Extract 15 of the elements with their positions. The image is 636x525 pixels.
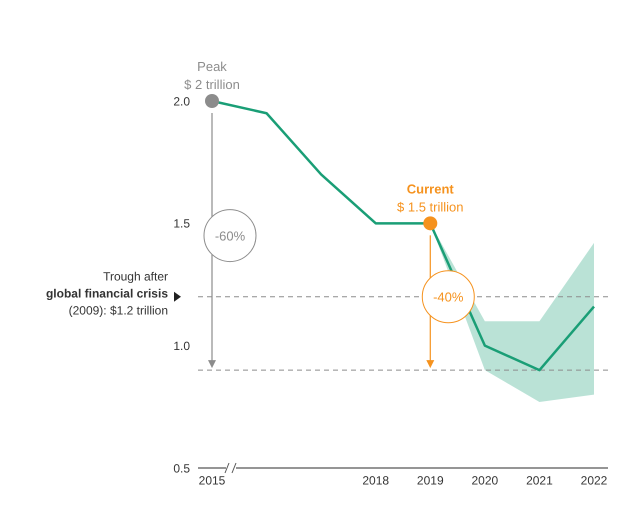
- x-tick-label: 2015: [198, 474, 226, 488]
- ref-line-label: Trough after global financial crisis (2009): $1.2 trillion: [46, 270, 168, 318]
- x-tick-label: 2022: [580, 474, 608, 488]
- annotation: -40%: [433, 290, 464, 305]
- annotation: -60%: [214, 228, 246, 244]
- x-tick-label: 2018: [362, 474, 390, 488]
- annotation: Current $ 1.5 trillion: [397, 181, 464, 214]
- annotation: Peak $ 2 trillion: [184, 59, 240, 92]
- x-tick-label: 2019: [416, 474, 444, 488]
- x-tick-label: 2020: [472, 474, 499, 488]
- y-tick-label: 0.5: [173, 461, 190, 476]
- x-tick-label: 2021: [526, 474, 554, 488]
- y-tick-label: 2.0: [173, 94, 190, 108]
- y-tick-label: 1.0: [173, 338, 190, 353]
- y-tick-label: 1.5: [173, 216, 190, 231]
